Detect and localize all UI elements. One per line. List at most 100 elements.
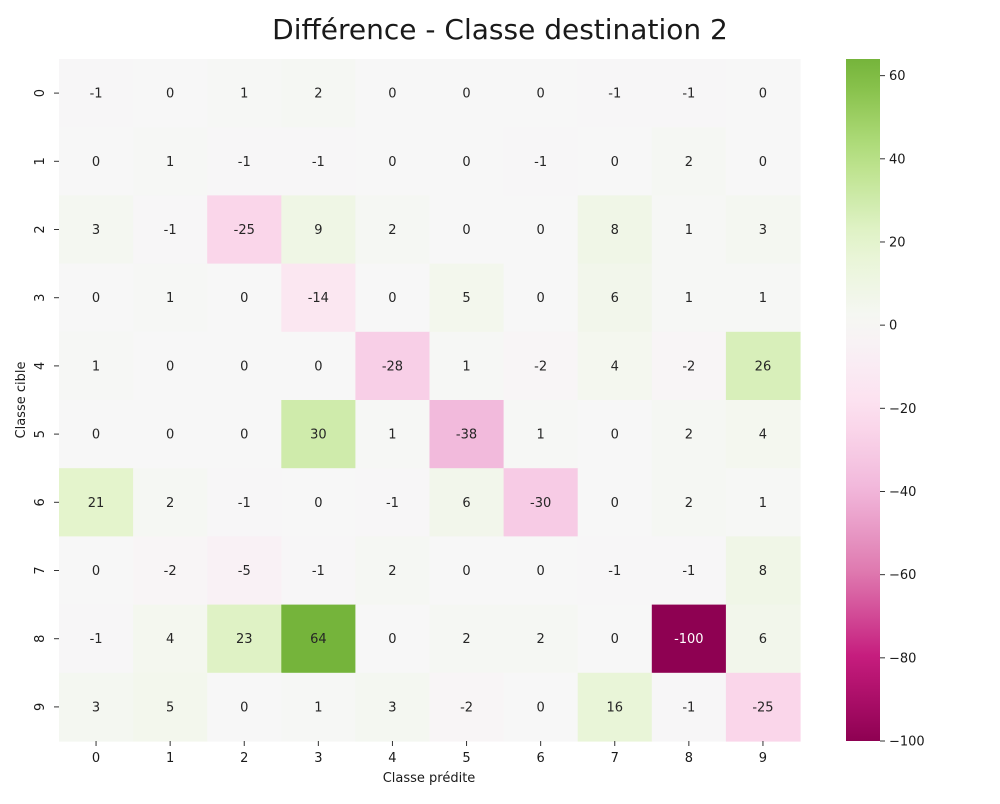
heatmap-cell (503, 59, 579, 128)
heatmap-cell (725, 331, 801, 401)
cell-value-label: 0 (240, 291, 248, 306)
heatmap-cell (429, 59, 505, 128)
heatmap-cell (429, 536, 505, 606)
cell-value-label: -1 (386, 496, 399, 511)
cell-value-label: 1 (166, 291, 174, 306)
heatmap-cell (59, 604, 134, 674)
heatmap-cell (577, 672, 653, 742)
heatmap-cell (281, 468, 356, 537)
heatmap-cell (577, 59, 653, 128)
heatmap-cell (725, 127, 801, 196)
heatmap-cell (651, 127, 727, 196)
cell-value-label: 26 (755, 359, 772, 374)
cell-value-label: 30 (310, 428, 327, 443)
heatmap-cell (355, 195, 431, 265)
heatmap-cell (133, 536, 208, 606)
cell-value-label: 0 (462, 155, 470, 170)
cell-value-label: -1 (682, 564, 695, 579)
cell-value-label: -1 (238, 155, 251, 170)
heatmap-cell (355, 127, 431, 196)
heatmap-cell (577, 195, 653, 265)
x-tick-label: 1 (166, 751, 174, 766)
heatmap-cell (59, 127, 134, 196)
heatmap-cell (725, 536, 801, 606)
heatmap-cell (133, 400, 208, 469)
cell-value-label: 4 (166, 632, 174, 647)
cell-value-label: -100 (674, 632, 704, 647)
heatmap-cell (355, 331, 431, 401)
cell-value-label: 1 (537, 428, 545, 443)
cell-value-label: 0 (462, 87, 470, 102)
heatmap-cell (355, 672, 431, 742)
cell-value-label: -2 (534, 359, 547, 374)
heatmap-cell (281, 127, 356, 196)
heatmap-cell (651, 400, 727, 469)
cell-value-label: 1 (314, 700, 322, 715)
x-tick-label: 9 (759, 751, 767, 766)
cell-value-label: 3 (759, 223, 767, 238)
cell-value-label: 2 (166, 496, 174, 511)
cell-value-label: -1 (682, 87, 695, 102)
heatmap-cell (207, 400, 282, 469)
heatmap-cell (207, 195, 282, 265)
cell-value-label: -1 (164, 223, 177, 238)
x-axis-ticks: 0 1 2 3 4 5 6 7 8 9 (92, 741, 767, 766)
heatmap-cell (577, 400, 653, 469)
heatmap-cell (207, 604, 282, 674)
cell-value-label: 1 (166, 155, 174, 170)
cell-value-label: -28 (382, 359, 403, 374)
cell-value-label: -1 (238, 496, 251, 511)
cell-value-label: 0 (92, 564, 100, 579)
cell-value-label: 0 (537, 87, 545, 102)
cell-value-label: 1 (240, 87, 248, 102)
cell-value-label: -1 (90, 632, 103, 647)
cell-value-label: -38 (456, 428, 477, 443)
cell-value-label: 0 (611, 155, 619, 170)
cell-value-label: 2 (685, 496, 693, 511)
heatmap-cell (59, 331, 134, 401)
cell-value-label: 3 (92, 700, 100, 715)
cell-value-label: 3 (92, 223, 100, 238)
cell-value-label: 0 (611, 428, 619, 443)
colorbar-tick-label: 40 (889, 152, 906, 167)
colorbar-tick-label: 0 (889, 319, 897, 334)
heatmap-cell (577, 127, 653, 196)
x-tick-label: 6 (537, 751, 545, 766)
colorbar-tick-label: −100 (889, 735, 925, 750)
cell-value-label: 0 (314, 359, 322, 374)
heatmap-cell (355, 604, 431, 674)
cell-value-label: 0 (92, 155, 100, 170)
heatmap-cell (59, 672, 134, 742)
heatmap-cell (207, 263, 282, 333)
y-tick-label: 6 (33, 498, 48, 506)
cell-value-label: 64 (310, 632, 327, 647)
heatmap-cell (59, 400, 134, 469)
cell-value-label: 0 (537, 291, 545, 306)
y-tick-label: 1 (33, 157, 48, 165)
heatmap-cell (503, 400, 579, 469)
y-axis-label: Classe cible (14, 362, 29, 439)
heatmap-cell (207, 672, 282, 742)
cell-value-label: 1 (388, 428, 396, 443)
x-axis-label: Classe prédite (383, 771, 476, 786)
cell-value-label: 0 (388, 291, 396, 306)
cell-value-label: -1 (534, 155, 547, 170)
heatmap-cell (281, 331, 356, 401)
cell-value-label: 0 (462, 223, 470, 238)
colorbar-tick-label: −20 (889, 402, 916, 417)
heatmap-cell (59, 195, 134, 265)
cell-value-label: 3 (388, 700, 396, 715)
cell-value-label: -5 (238, 564, 251, 579)
y-tick-label: 3 (33, 294, 48, 302)
cell-value-label: 2 (685, 428, 693, 443)
cell-value-label: 0 (462, 564, 470, 579)
heatmap-cell (651, 263, 727, 333)
cell-value-label: 0 (759, 155, 767, 170)
heatmap-cell (725, 59, 801, 128)
heatmap-cell (59, 536, 134, 606)
cell-value-label: 0 (166, 359, 174, 374)
heatmap-cell (577, 536, 653, 606)
heatmap-cell (281, 400, 356, 469)
cell-value-label: 6 (611, 291, 619, 306)
